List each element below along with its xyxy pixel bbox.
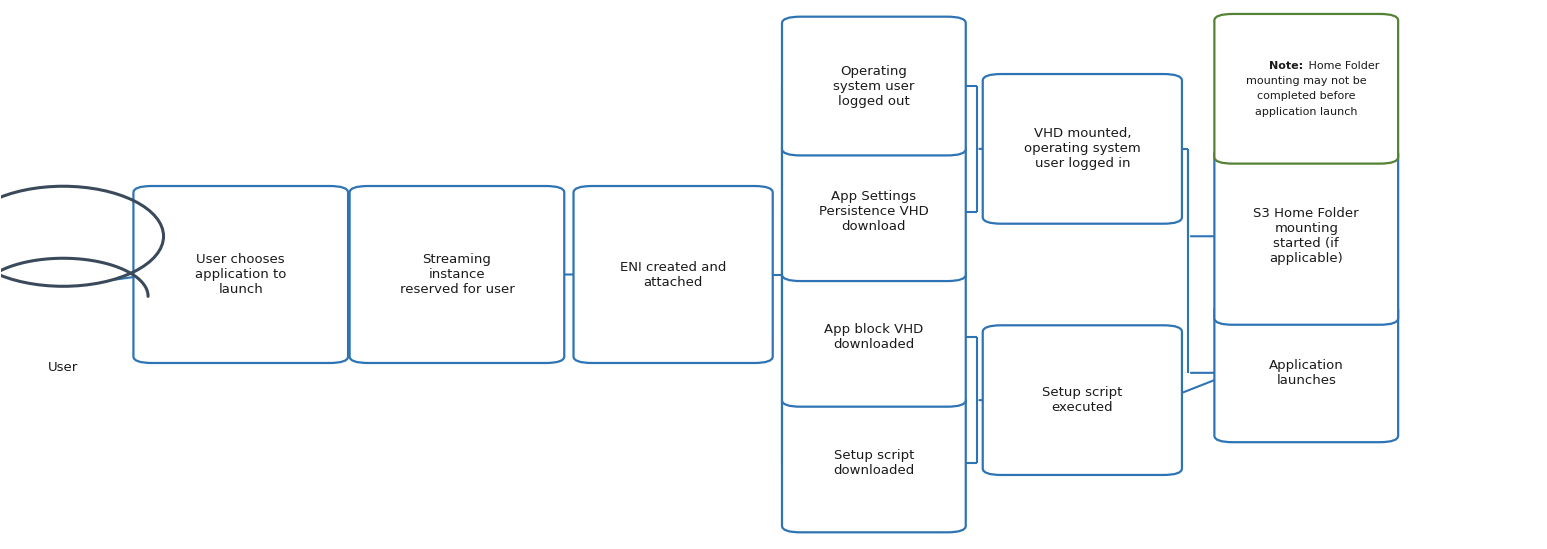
Text: Setup script
downloaded: Setup script downloaded: [834, 449, 914, 477]
Text: Note:: Note:: [1269, 61, 1303, 71]
FancyBboxPatch shape: [781, 16, 965, 155]
FancyBboxPatch shape: [781, 268, 965, 407]
Text: Operating
system user
logged out: Operating system user logged out: [834, 65, 914, 108]
FancyBboxPatch shape: [350, 186, 565, 363]
Text: App Settings
Persistence VHD
download: App Settings Persistence VHD download: [818, 190, 928, 233]
Text: S3 Home Folder
mounting
started (if
applicable): S3 Home Folder mounting started (if appl…: [1253, 208, 1360, 265]
FancyBboxPatch shape: [982, 74, 1182, 223]
FancyBboxPatch shape: [133, 186, 348, 363]
FancyBboxPatch shape: [982, 326, 1182, 475]
Text: VHD mounted,
operating system
user logged in: VHD mounted, operating system user logge…: [1024, 127, 1140, 170]
FancyBboxPatch shape: [1214, 148, 1398, 325]
FancyBboxPatch shape: [1214, 304, 1398, 442]
Text: User: User: [48, 361, 79, 374]
Text: application launch: application launch: [1255, 107, 1358, 117]
FancyBboxPatch shape: [574, 186, 774, 363]
Text: Application
launches: Application launches: [1269, 359, 1344, 387]
Text: completed before: completed before: [1258, 92, 1355, 102]
FancyBboxPatch shape: [781, 142, 965, 281]
FancyBboxPatch shape: [1214, 14, 1398, 164]
Text: Streaming
instance
reserved for user: Streaming instance reserved for user: [399, 253, 514, 296]
FancyBboxPatch shape: [781, 394, 965, 533]
Text: Setup script
executed: Setup script executed: [1043, 386, 1123, 414]
Text: ENI created and
attached: ENI created and attached: [620, 260, 726, 289]
Text: User chooses
application to
launch: User chooses application to launch: [195, 253, 286, 296]
Text: App block VHD
downloaded: App block VHD downloaded: [825, 323, 924, 351]
Text: Home Folder: Home Folder: [1304, 61, 1380, 71]
Text: mounting may not be: mounting may not be: [1245, 76, 1366, 86]
